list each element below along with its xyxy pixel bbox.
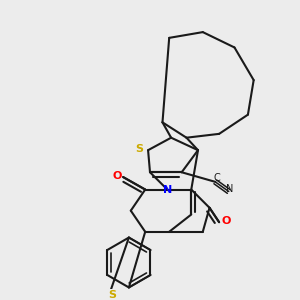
- Text: S: S: [135, 144, 143, 154]
- Text: N: N: [163, 184, 172, 194]
- Text: C: C: [213, 173, 220, 183]
- Text: O: O: [222, 216, 231, 226]
- Text: N: N: [226, 184, 234, 194]
- Text: O: O: [112, 171, 122, 181]
- Text: S: S: [109, 290, 117, 300]
